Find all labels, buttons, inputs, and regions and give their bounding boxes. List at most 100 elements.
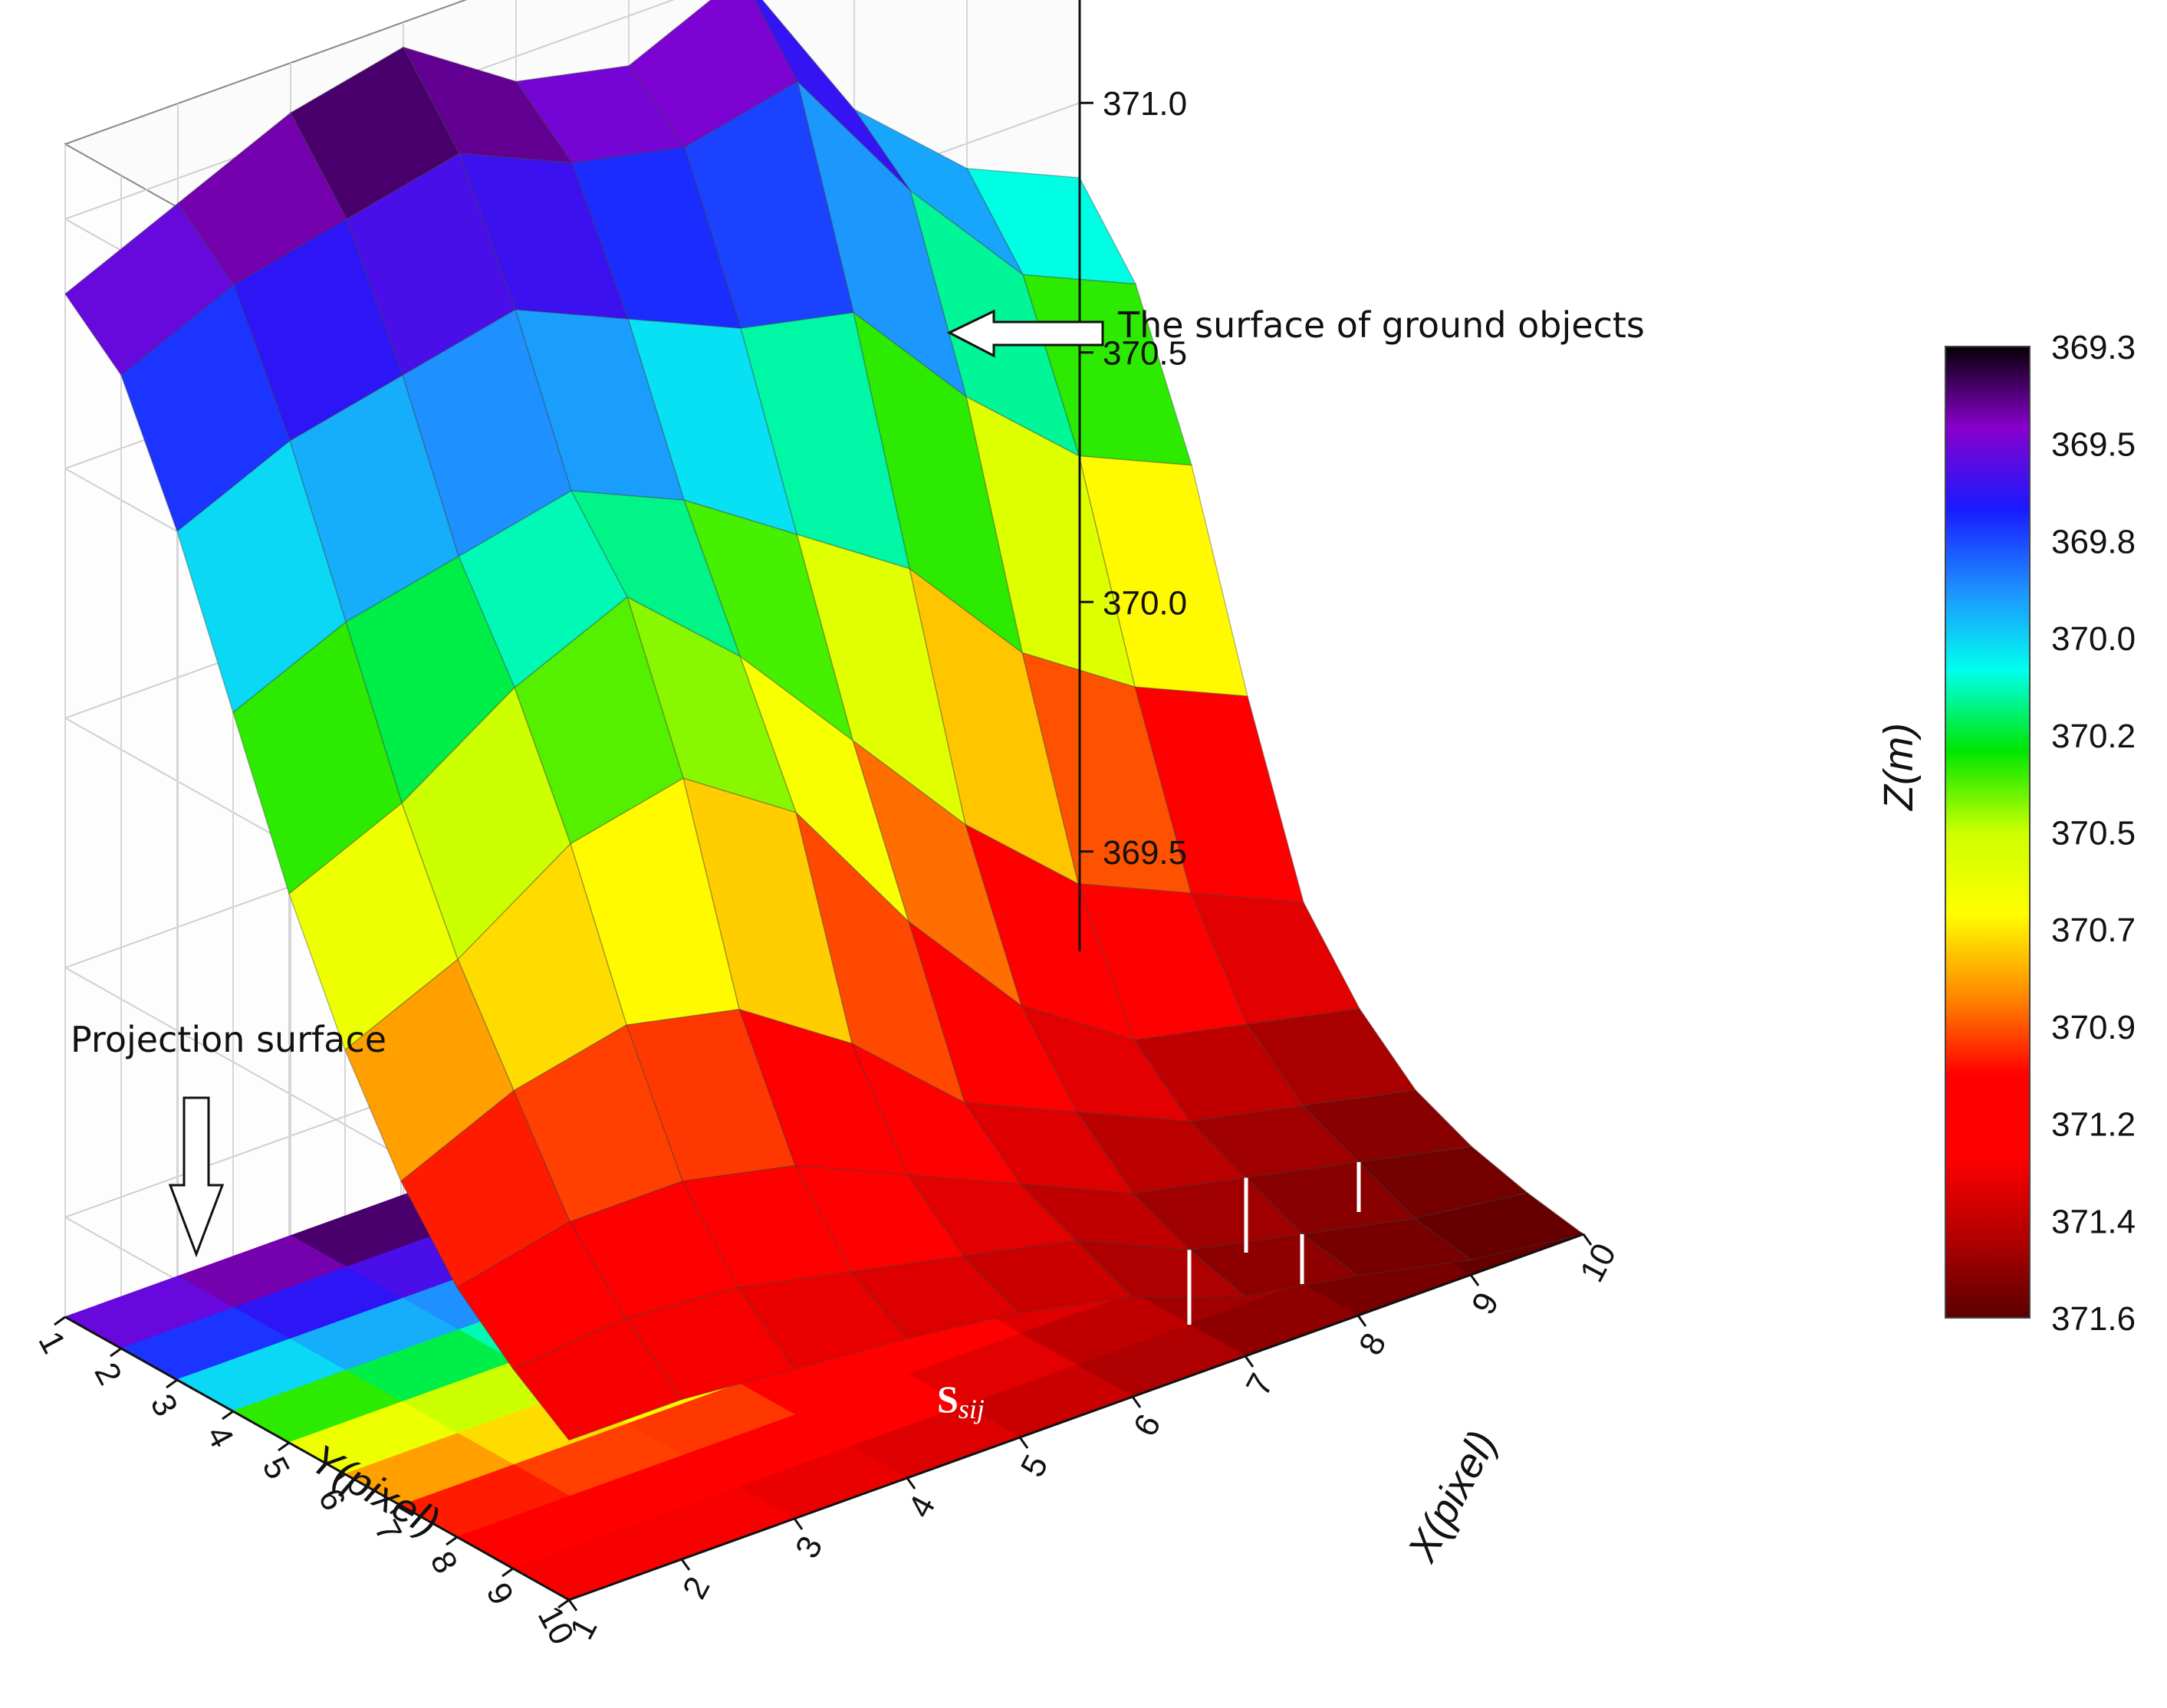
- surface-cell: [568, 1180, 740, 1319]
- y-tick-label: 9: [478, 1577, 521, 1611]
- surface-cell: [1188, 1233, 1360, 1297]
- surface-cell: [455, 1220, 627, 1370]
- surface-cell: [1019, 1183, 1191, 1251]
- surface-cell: [344, 958, 515, 1183]
- z-tick-label: 369.5: [1103, 834, 1187, 872]
- s-surface-label-main: S: [937, 1378, 959, 1421]
- x-tick: [680, 1559, 691, 1571]
- y-tick-label: 3: [143, 1388, 185, 1423]
- surface-cell: [64, 202, 235, 376]
- projection-label: Projection surface: [71, 1019, 386, 1060]
- y-tick: [334, 1473, 346, 1483]
- annotations: The surface of ground objects Projection…: [71, 304, 1645, 1627]
- surface-cell: [850, 1042, 1022, 1185]
- colorbar-label: 370.5: [2051, 815, 2136, 852]
- z-tick-label: 371.0: [1103, 85, 1187, 123]
- s-projection-label-main: S: [917, 1580, 939, 1623]
- x-tick: [1018, 1437, 1029, 1449]
- x-tick: [1131, 1396, 1142, 1408]
- surface-cell: [570, 490, 742, 658]
- x-axis-line: [568, 1233, 1584, 1601]
- y-axis-line: [64, 1315, 570, 1601]
- surface-cell: [850, 1255, 1021, 1339]
- x-tick: [1469, 1274, 1480, 1286]
- surface-cell: [400, 1089, 571, 1289]
- projection-arrow-icon: [168, 1096, 225, 1258]
- surface-cell: [906, 1174, 1078, 1257]
- surface-cell: [624, 1286, 796, 1401]
- surface-cell: [120, 284, 291, 533]
- x-tick-label: 8: [1352, 1327, 1394, 1361]
- x-tick: [1244, 1355, 1254, 1368]
- x-tick: [793, 1518, 804, 1530]
- x-tick: [906, 1477, 916, 1490]
- surface-cell: [176, 439, 347, 714]
- x-tick-label: 2: [676, 1571, 718, 1605]
- y-tick: [501, 1567, 514, 1578]
- y-tick: [110, 1347, 122, 1358]
- colorbar-label: 369.3: [2051, 329, 2136, 366]
- surface-cell: [962, 1240, 1134, 1314]
- surface-cell: [737, 1271, 909, 1370]
- s-projection-label: Spij: [917, 1580, 968, 1627]
- y-tick-label: 1: [31, 1325, 73, 1360]
- colorbar-label: 370.9: [2051, 1009, 2136, 1046]
- y-tick-label: 4: [199, 1420, 241, 1454]
- y-tick: [54, 1315, 66, 1326]
- surface-cell: [682, 499, 854, 742]
- y-tick: [278, 1441, 290, 1452]
- x-tick-label: 9: [1465, 1286, 1507, 1321]
- colorbar-label: 369.5: [2051, 426, 2136, 464]
- surface-cell: [511, 1317, 683, 1441]
- y-tick: [557, 1598, 570, 1609]
- surface-cell: [513, 1024, 683, 1223]
- surface-cell: [1245, 1007, 1417, 1107]
- colorbar-label: 371.6: [2051, 1300, 2136, 1338]
- y-tick-label: 8: [423, 1545, 465, 1580]
- surface-cell: [1077, 883, 1248, 1041]
- x-tick-label: 1: [563, 1611, 605, 1646]
- colorbar-label: 371.2: [2051, 1106, 2136, 1144]
- colorbar-label: 369.8: [2051, 523, 2136, 560]
- colorbar: 369.3 369.5 369.8 370.0 370.2 370.5 370.7 370.9…: [1945, 329, 2136, 1338]
- s-projection-label-sub: pij: [936, 1596, 968, 1627]
- y-tick-label: 5: [255, 1451, 297, 1486]
- colorbar-label: 370.2: [2051, 718, 2136, 755]
- surface-cell: [515, 64, 686, 164]
- x-tick-label: 3: [788, 1530, 830, 1565]
- surface-cell: [1301, 1217, 1472, 1276]
- s-surface-label: Ssij: [937, 1378, 985, 1424]
- x-tick-label: 5: [1014, 1449, 1056, 1483]
- surface-cell: [754, 0, 911, 192]
- surface-cell: [1021, 652, 1192, 894]
- x-tick: [1356, 1315, 1367, 1327]
- z-tick-label: 370.5: [1103, 335, 1187, 373]
- surface-label: The surface of ground objects: [1117, 304, 1645, 346]
- surface-cell: [571, 146, 742, 330]
- surface-arrow-icon: [946, 309, 1104, 358]
- x-tick: [567, 1599, 578, 1611]
- surface-cell: [907, 920, 1079, 1113]
- surface-cell: [964, 823, 1136, 1041]
- z-tick-label: 370.0: [1103, 584, 1187, 622]
- surface-cell: [682, 777, 853, 1045]
- y-tick: [446, 1536, 458, 1546]
- y-tick: [390, 1504, 402, 1515]
- x-tick-label: 10: [1573, 1237, 1623, 1288]
- y-tick-label: 2: [87, 1357, 129, 1391]
- y-tick: [222, 1410, 234, 1421]
- colorbar-bar: [1945, 346, 2031, 1319]
- z-axis-title: Z(m): [1876, 723, 1922, 812]
- x-tick: [1582, 1233, 1593, 1246]
- x-axis-title: X(pixel): [1399, 1424, 1506, 1571]
- colorbar-label: 370.7: [2051, 911, 2136, 949]
- surface-cell: [740, 311, 911, 570]
- surface-cell: [908, 567, 1080, 885]
- surface-cell: [627, 0, 798, 148]
- s-surface-label-sub: sij: [959, 1394, 985, 1424]
- x-tick-label: 7: [1239, 1368, 1281, 1402]
- x-tick-label: 6: [1126, 1408, 1169, 1443]
- surface-cell: [232, 621, 403, 895]
